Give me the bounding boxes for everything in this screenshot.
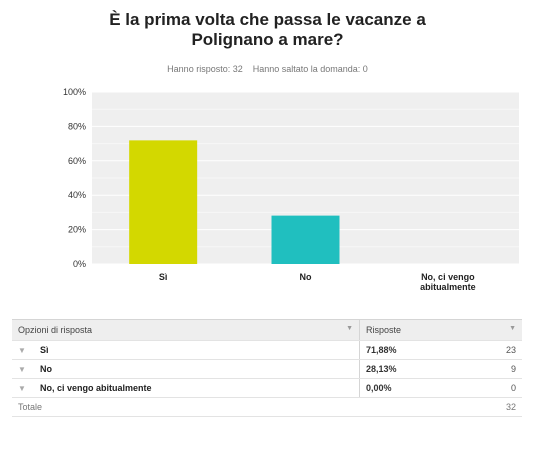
count-cell: 9	[442, 359, 522, 379]
expand-arrow-icon[interactable]: ▼	[18, 365, 26, 374]
y-tick-label: 0%	[73, 259, 86, 269]
y-tick-label: 40%	[68, 190, 86, 200]
question-title-line1: È la prima volta che passa le vacanze a	[109, 10, 426, 29]
header-responses[interactable]: Risposte ▼	[359, 319, 522, 341]
header-options-label: Opzioni di risposta	[18, 325, 93, 335]
count-cell: 0	[442, 378, 522, 398]
option-label: Sì	[40, 345, 49, 355]
sort-arrow-icon[interactable]: ▼	[509, 325, 516, 332]
response-stats: Hanno risposto: 32 Hanno saltato la doman…	[0, 64, 535, 74]
option-label: No	[40, 364, 52, 374]
y-tick-label: 100%	[63, 87, 86, 97]
sort-arrow-icon[interactable]: ▼	[346, 325, 353, 332]
total-value: 32	[442, 397, 522, 417]
question-title: È la prima volta che passa le vacanze a …	[0, 10, 535, 50]
bar-chart: 0% 20% 40% 60% 80% 100% Sì No No, ci vengoabitua…	[63, 87, 519, 292]
percent-cell: 28,13%	[359, 359, 442, 379]
question-title-line2: Polignano a mare?	[191, 30, 344, 49]
expand-arrow-icon[interactable]: ▼	[18, 384, 26, 393]
y-tick-label: 20%	[68, 225, 86, 235]
count-cell: 23	[442, 340, 522, 360]
total-row: Totale 32	[12, 397, 522, 417]
skipped-count: Hanno saltato la domanda: 0	[252, 64, 368, 74]
bar	[271, 215, 340, 264]
table-row: ▼ Sì 71,88% 23	[12, 340, 522, 360]
answered-count: Hanno risposto: 32	[167, 64, 243, 74]
table-header-row: Opzioni di risposta ▼ Risposte ▼	[12, 319, 522, 341]
total-label: Totale	[12, 397, 442, 417]
header-options[interactable]: Opzioni di risposta ▼	[12, 319, 360, 341]
x-tick-label: No	[300, 272, 312, 282]
x-tick-label: abitualmente	[420, 282, 476, 292]
table-row: ▼ No 28,13% 9	[12, 359, 522, 379]
bar	[129, 140, 198, 264]
percent-cell: 0,00%	[359, 378, 442, 398]
y-tick-label: 80%	[68, 121, 86, 131]
x-tick-label: No, ci vengo	[421, 272, 475, 282]
option-label: No, ci vengo abitualmente	[40, 383, 152, 393]
header-responses-label: Risposte	[366, 325, 402, 335]
table-row: ▼ No, ci vengo abitualmente 0,00% 0	[12, 378, 522, 398]
responses-table: Opzioni di risposta ▼ Risposte ▼ ▼ Sì 71,…	[12, 319, 522, 417]
option-cell: ▼ No	[12, 359, 360, 379]
option-cell: ▼ No, ci vengo abitualmente	[12, 378, 360, 398]
expand-arrow-icon[interactable]: ▼	[18, 346, 26, 355]
y-tick-label: 60%	[68, 156, 86, 166]
percent-cell: 71,88%	[359, 340, 442, 360]
x-tick-label: Sì	[159, 272, 168, 282]
option-cell: ▼ Sì	[12, 340, 360, 360]
